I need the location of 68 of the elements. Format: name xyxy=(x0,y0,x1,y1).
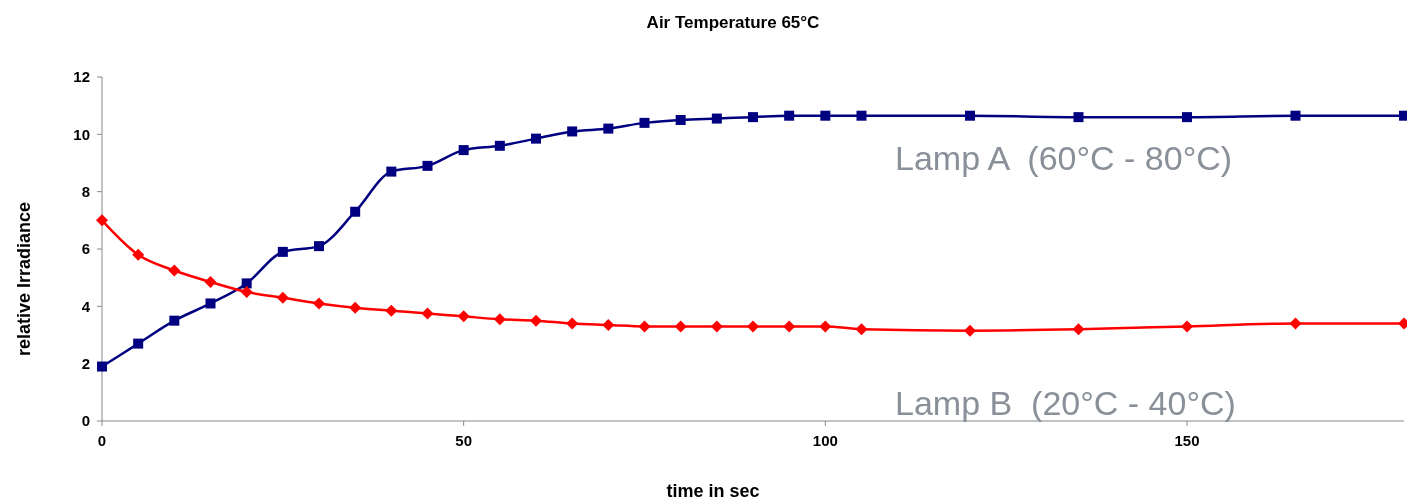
y-tick-label: 12 xyxy=(73,68,90,86)
point xyxy=(276,291,289,304)
point xyxy=(531,133,541,144)
point xyxy=(96,214,108,227)
point xyxy=(1073,112,1084,123)
point xyxy=(204,275,217,288)
annotation: Lamp A (60°C - 80°C) xyxy=(895,139,1233,177)
point xyxy=(1072,323,1085,336)
point xyxy=(205,298,216,309)
y-tick-label: 4 xyxy=(81,297,91,315)
point xyxy=(421,307,434,320)
point xyxy=(965,110,975,121)
x-tick-label: 50 xyxy=(455,432,473,449)
point xyxy=(1289,317,1302,330)
y-tick-label: 10 xyxy=(73,125,90,143)
point xyxy=(169,315,180,326)
point xyxy=(385,304,398,317)
point xyxy=(422,160,433,171)
y-tick-label: 0 xyxy=(81,412,90,430)
point xyxy=(819,320,832,333)
point xyxy=(314,241,324,252)
x-tick-label: 0 xyxy=(97,432,107,449)
point xyxy=(566,317,579,330)
point xyxy=(530,314,542,327)
x-tick-label: 150 xyxy=(1174,432,1200,449)
y-tick-label: 8 xyxy=(81,182,90,200)
point xyxy=(964,324,976,337)
point xyxy=(748,112,758,123)
point xyxy=(458,145,469,156)
point xyxy=(1181,320,1193,333)
point xyxy=(349,301,362,314)
y-tick-label: 6 xyxy=(81,240,90,258)
point xyxy=(674,320,687,333)
chart-title: Air Temperature 65°C xyxy=(646,13,820,32)
point xyxy=(277,246,288,257)
point xyxy=(602,318,615,331)
point xyxy=(97,361,107,372)
point xyxy=(567,126,578,137)
point xyxy=(350,206,361,217)
point xyxy=(241,278,252,289)
point xyxy=(457,310,470,323)
point xyxy=(1290,110,1301,121)
point xyxy=(313,297,325,310)
point xyxy=(820,110,831,121)
annotation: Lamp B (20°C - 40°C) xyxy=(895,384,1236,422)
point xyxy=(747,320,759,333)
point xyxy=(133,338,144,349)
point xyxy=(710,320,723,333)
y-axis-title: relative Irradiance xyxy=(14,201,34,357)
point xyxy=(675,115,686,125)
point xyxy=(494,140,505,151)
point xyxy=(240,286,253,298)
point xyxy=(639,117,650,128)
x-tick-label: 100 xyxy=(812,432,838,449)
point xyxy=(386,166,397,177)
point xyxy=(638,320,651,333)
y-tick-label: 2 xyxy=(81,354,90,372)
point xyxy=(855,323,868,336)
point xyxy=(784,110,795,121)
point xyxy=(493,313,506,326)
point xyxy=(132,248,145,261)
point xyxy=(168,264,181,277)
point xyxy=(856,110,867,121)
point xyxy=(603,123,614,134)
point xyxy=(783,320,796,333)
point xyxy=(1182,112,1192,123)
point xyxy=(711,113,722,124)
x-axis-title: time in sec xyxy=(666,481,760,501)
